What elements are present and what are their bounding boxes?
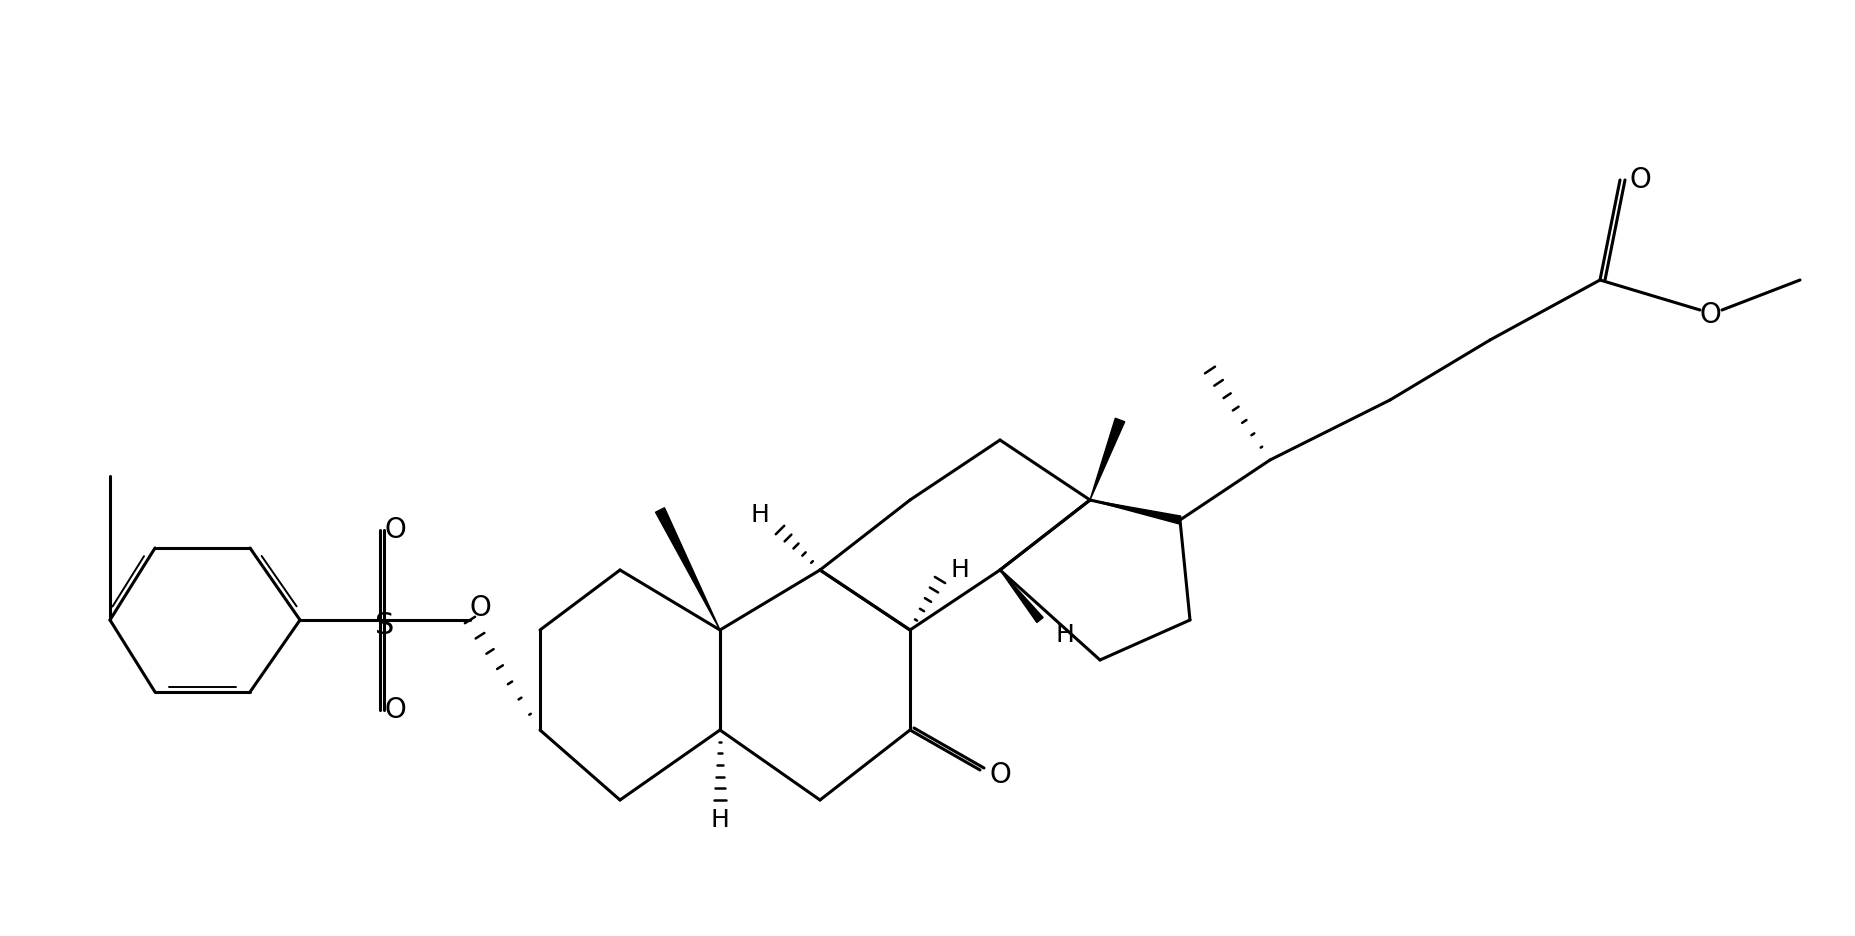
- Polygon shape: [1089, 500, 1180, 524]
- Text: O: O: [384, 516, 406, 544]
- Text: H: H: [1055, 623, 1074, 647]
- Polygon shape: [1000, 570, 1043, 622]
- Text: O: O: [1629, 166, 1649, 194]
- Text: O: O: [1697, 301, 1720, 329]
- Polygon shape: [1089, 418, 1124, 500]
- Text: O: O: [989, 761, 1011, 789]
- Text: H: H: [749, 503, 770, 527]
- Polygon shape: [655, 507, 720, 630]
- Text: H: H: [950, 558, 968, 582]
- Text: O: O: [384, 696, 406, 724]
- Text: S: S: [375, 610, 395, 639]
- Text: O: O: [469, 594, 490, 622]
- Text: H: H: [710, 808, 729, 832]
